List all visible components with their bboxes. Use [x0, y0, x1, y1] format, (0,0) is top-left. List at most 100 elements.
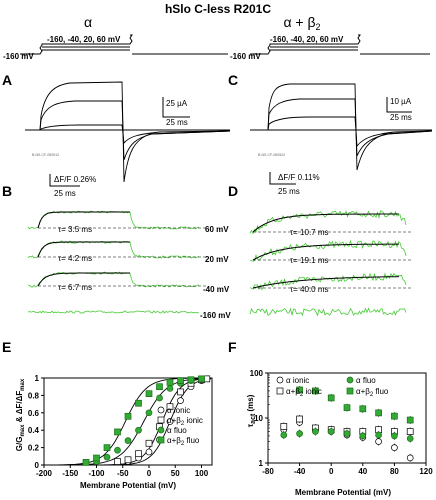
panel-f-point-s2-3	[327, 428, 335, 435]
panel-e-point-s3-7	[156, 383, 163, 391]
panel-e-ytick-label-0: 0	[35, 461, 40, 470]
panel-e-point-s3-8	[166, 379, 174, 386]
panel-f-point-s2-4	[343, 430, 351, 437]
panel-f-point-s1-1	[296, 415, 303, 423]
protocol-right	[250, 34, 430, 55]
panel-f-point-s3-5	[375, 409, 382, 417]
current-trace-60mv	[25, 81, 231, 183]
fluorescence-trace-2	[249, 239, 407, 262]
panel-f-xtick-label-4: 80	[390, 467, 399, 476]
panel-e-xtick-label-5: 50	[171, 469, 180, 478]
panel-f-xtick-label-0: -80	[262, 467, 274, 476]
panel-d-tau-1: τ= 10.7 ms	[290, 228, 329, 237]
panel-f-legend-marker-3	[346, 387, 354, 395]
panel-b-tau-1: τ= 3.5 ms	[58, 225, 92, 234]
panel-e-point-s0-4	[166, 418, 174, 425]
column-label-alpha: α	[84, 14, 92, 30]
panel-d-scale-fluor: ΔF/F 0.11%	[278, 173, 320, 182]
panel-f-point-s2-6	[375, 431, 382, 439]
panel-f-point-s3-4	[359, 405, 367, 413]
panel-e-legend-marker-0	[157, 406, 165, 414]
panel-c-scale-current: 10 µA	[390, 97, 412, 106]
exp-fit-3	[252, 276, 400, 289]
panel-f-legend-label-1-tail: ionic	[303, 387, 322, 396]
panel-e-legend-label-1: α+β2 ionic	[167, 416, 203, 427]
panel-f-legend-label-3-sub: 2	[370, 392, 374, 398]
panel-letter-d: D	[228, 183, 238, 199]
panel-e-xtick-label-1: -150	[62, 469, 79, 478]
protocol-right-steps-label: -160, -40, 20, 60 mV	[270, 35, 344, 44]
panel-e-ylabel-sub1: max	[20, 424, 26, 437]
panel-e-xtick-label-0: -200	[36, 469, 53, 478]
panel-f-point-s3-1	[312, 387, 319, 395]
voltage-label-60mv: 60 mV	[205, 225, 229, 234]
panel-e-point-s2-1	[103, 453, 111, 461]
panel-e-point-s1-0	[114, 458, 121, 465]
panel-e-ylabel: G/Gmax & ΔF/ΔFmax	[15, 378, 26, 451]
panel-e-ytick-label-5: 1	[35, 374, 40, 383]
panel-f-xtick-label-2: 0	[329, 467, 334, 476]
panel-f-legend-label-3-main: α+β	[356, 387, 370, 396]
panel-e-ylabel-part2: & ΔF/ΔF	[15, 391, 24, 425]
panel-b-scale-fluor: ΔF/F 0.26%	[54, 175, 96, 184]
panel-f-point-s3-3	[343, 404, 351, 411]
protocol-left-steps-label: -160, -40, 20, 60 mV	[47, 35, 121, 44]
panel-f-point-s0-8	[406, 454, 414, 462]
panel-e-ytick-label-4: 0.8	[28, 391, 40, 400]
current-trace-20mv	[25, 100, 231, 161]
panel-f-point-s2-1	[296, 430, 303, 437]
panel-a-scalebar	[162, 97, 190, 118]
panel-e-legend-label-1-main: α+β	[167, 416, 181, 425]
panel-f-xtick-label-5: 120	[419, 467, 433, 476]
column-label-alpha-beta2: α + β2	[283, 14, 320, 32]
panel-a-scale-current: 25 µA	[166, 99, 188, 108]
panel-f-point-s3-6	[391, 412, 398, 420]
panel-e-legend-label-0: α ionic	[167, 406, 190, 415]
current-trace-20mv-b2	[250, 98, 433, 157]
panel-e-point-s2-4	[135, 426, 142, 434]
panel-f-legend-label-1-sub: 2	[300, 392, 304, 398]
panel-e-legend-label-1-sub: 2	[181, 421, 185, 427]
panel-e-legend-label-1-tail: ionic	[184, 416, 203, 425]
panel-e-legend-label-2: α fluo	[167, 426, 187, 435]
panel-e-ytick-label-1: 0.2	[28, 444, 40, 453]
panel-f-point-s2-0	[280, 431, 288, 439]
panel-f-point-s1-0	[280, 423, 288, 430]
panel-e-point-s3-9	[177, 377, 184, 384]
fluorescence-trace-4	[27, 310, 200, 314]
panel-f-point-s0-6	[375, 438, 382, 445]
exp-fit-2	[37, 241, 130, 258]
panel-b-scale-time: 25 ms	[54, 189, 76, 198]
panel-f-ytick-label-1: 10	[254, 414, 263, 423]
panel-f-point-s3-7	[406, 416, 414, 424]
panel-letter-b: B	[2, 183, 12, 199]
panel-b-fluorescence-traces	[27, 210, 206, 314]
panel-e-ylabel-part1: G/G	[15, 437, 24, 452]
panel-f-legend-label-0: α ionic	[286, 376, 309, 385]
panel-f-ylabel: τact (ms)	[246, 394, 257, 427]
fluorescence-trace-1	[249, 210, 407, 235]
voltage-label-minus40mv: -40 mV	[203, 285, 230, 294]
panel-b-tau-3: τ= 6.7 ms	[58, 283, 92, 292]
panel-e-point-s3-0	[82, 459, 90, 466]
panel-e-point-s3-1	[93, 454, 100, 462]
panel-e-point-s1-3	[145, 439, 153, 447]
panel-f-ylabel-main: τ	[246, 423, 255, 427]
panel-f-point-s2-2	[312, 428, 319, 435]
panel-f-xtick-label-1: -40	[294, 467, 306, 476]
panel-letter-e: E	[2, 339, 11, 355]
panel-e-xtick-label-3: -50	[117, 469, 129, 478]
panel-e-point-s1-1	[124, 456, 132, 464]
panel-f-ylabel-tail: (ms)	[246, 394, 255, 413]
panel-f-legend-label-2: α fluo	[356, 376, 376, 385]
fluorescence-trace-4	[249, 307, 407, 317]
panel-c-current-traces	[250, 83, 433, 171]
panel-b-tau-2: τ= 4.2 ms	[58, 254, 92, 263]
voltage-label-minus160mv: -160 mV	[200, 311, 231, 320]
panel-c-scale-time: 25 ms	[390, 113, 412, 122]
panel-a-current-traces	[25, 81, 231, 183]
panel-e-point-s3-5	[135, 399, 142, 407]
panel-f-legend-label-1: α+β2 ionic	[286, 387, 322, 398]
figure-title: hSlo C-less R201C	[165, 2, 271, 16]
